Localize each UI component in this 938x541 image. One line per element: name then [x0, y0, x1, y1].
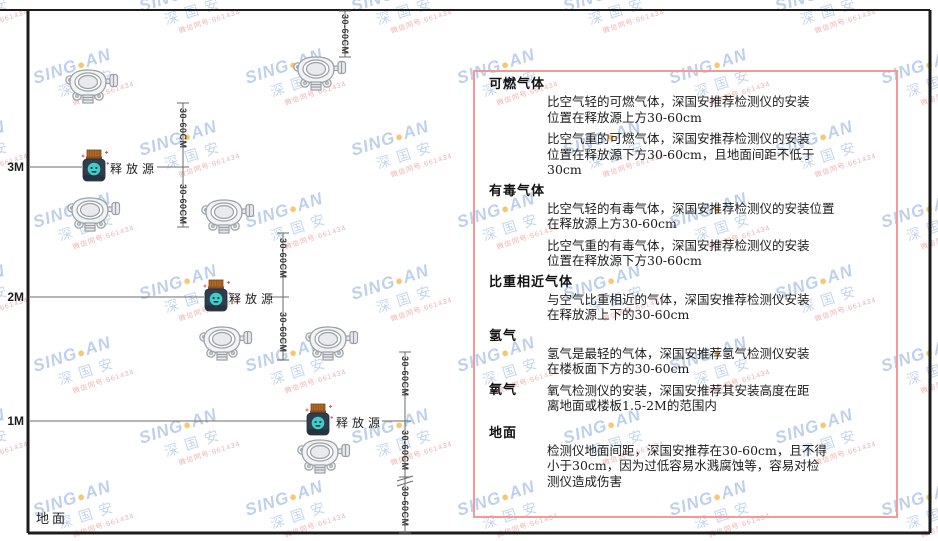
dim-1m [399, 351, 411, 534]
gas-detector-icon [65, 69, 119, 104]
section-paragraph: 与空气比重相近的气体，深国安推荐检测仪安装 在释放源上下的30-60cm [547, 291, 810, 323]
section-paragraph: 比空气重的可燃气体，深国安推荐检测仪的安装 位置在释放源下方30-60cm，且地… [547, 131, 815, 177]
section-hydrogen: 氢气 氢气是最轻的气体，深国安推荐氢气检测仪安装 在楼板面下方的30-60cm [489, 329, 882, 377]
section-paragraph: 比空气重的有毒气体，深国安推荐检测仪的安装 位置在释放源下方30-60cm [547, 237, 810, 269]
gas-detector-icon [293, 56, 347, 91]
dim-break-mark [396, 475, 414, 487]
section-heading: 氧气 [489, 382, 518, 398]
release-source-icon [305, 403, 334, 436]
dim-label: 30-60CM [178, 108, 188, 149]
section-heading: 氢气 [489, 328, 518, 344]
section-oxygen: 氧气 氧气检测仪的安装，深国安推荐其安装高度在距 离地面或楼板1.5-2M的范围… [489, 383, 882, 414]
dim-3m [177, 102, 189, 228]
section-heading: 比重相近气体 [489, 274, 574, 290]
room-frame [0, 9, 932, 535]
section-heading: 有毒气体 [489, 183, 546, 199]
section-toxic-gas: 有毒气体 比空气轻的有毒气体，深国安推荐检测仪的安装位置 在释放源上方30-60… [489, 184, 882, 269]
section-ground: 地面 检测仪地面间距，深国安推荐在30-60cm，且不得 小于30cm，因为过低… [489, 426, 882, 490]
section-combustible-gas: 可燃气体 比空气轻的可燃气体，深国安推荐检测仪的安装 位置在释放源上方30-60… [489, 77, 882, 178]
dim-label: 30-60CM [400, 430, 410, 471]
gas-detector-icon [199, 326, 253, 361]
section-heading: 地面 [489, 425, 518, 441]
dim-label: 30-60CM [400, 486, 410, 527]
gas-detector-icon [305, 326, 359, 361]
section-paragraph: 氢气是最轻的气体，深国安推荐氢气检测仪安装 在楼板面下方的30-60cm [547, 345, 810, 377]
height-label-2m: 2M [7, 290, 24, 304]
ground-label: 地面 [36, 512, 69, 527]
height-label-1m: 1M [7, 414, 24, 428]
dim-label: 30-60CM [400, 356, 410, 397]
section-paragraph: 比空气轻的有毒气体，深国安推荐检测仪的安装位置 在释放源上方30-60cm [547, 200, 835, 232]
section-paragraph: 比空气轻的可燃气体，深国安推荐检测仪的安装 位置在释放源上方30-60cm [547, 94, 810, 125]
release-source-label: 释放源 [110, 162, 159, 176]
dim-label: 30-60CM [278, 312, 288, 353]
section-paragraph: 检测仪地面间距，深国安推荐在30-60cm，且不得 小于30cm，因为过低容易水… [547, 442, 827, 489]
gas-detector-icon [201, 199, 255, 234]
section-similar-density-gas: 比重相近气体 与空气比重相近的气体，深国安推荐检测仪安装 在释放源上下的30-6… [489, 275, 882, 323]
section-paragraph: 氧气检测仪的安装，深国安推荐其安装高度在距 离地面或楼板1.5-2M的范围内 [547, 382, 810, 414]
release-source-label: 释放源 [229, 292, 278, 306]
dimension-lines [177, 10, 414, 534]
dim-label: 30-60CM [178, 184, 188, 225]
dim-2m [277, 232, 289, 361]
installation-guideline-panel: 可燃气体 比空气轻的可燃气体，深国安推荐检测仪的安装 位置在释放源上方30-60… [473, 70, 898, 518]
release-source-icon [203, 279, 232, 312]
gas-detector-icon [297, 439, 351, 474]
release-source-label: 释放源 [336, 416, 385, 430]
release-source-icon [81, 149, 110, 182]
section-heading: 可燃气体 [489, 77, 546, 92]
dim-label: 30-60CM [340, 14, 350, 55]
gas-detector-icon [67, 197, 121, 232]
height-label-3m: 3M [7, 160, 24, 174]
dim-label: 30-60CM [278, 238, 288, 279]
dim-ceiling [339, 10, 351, 58]
